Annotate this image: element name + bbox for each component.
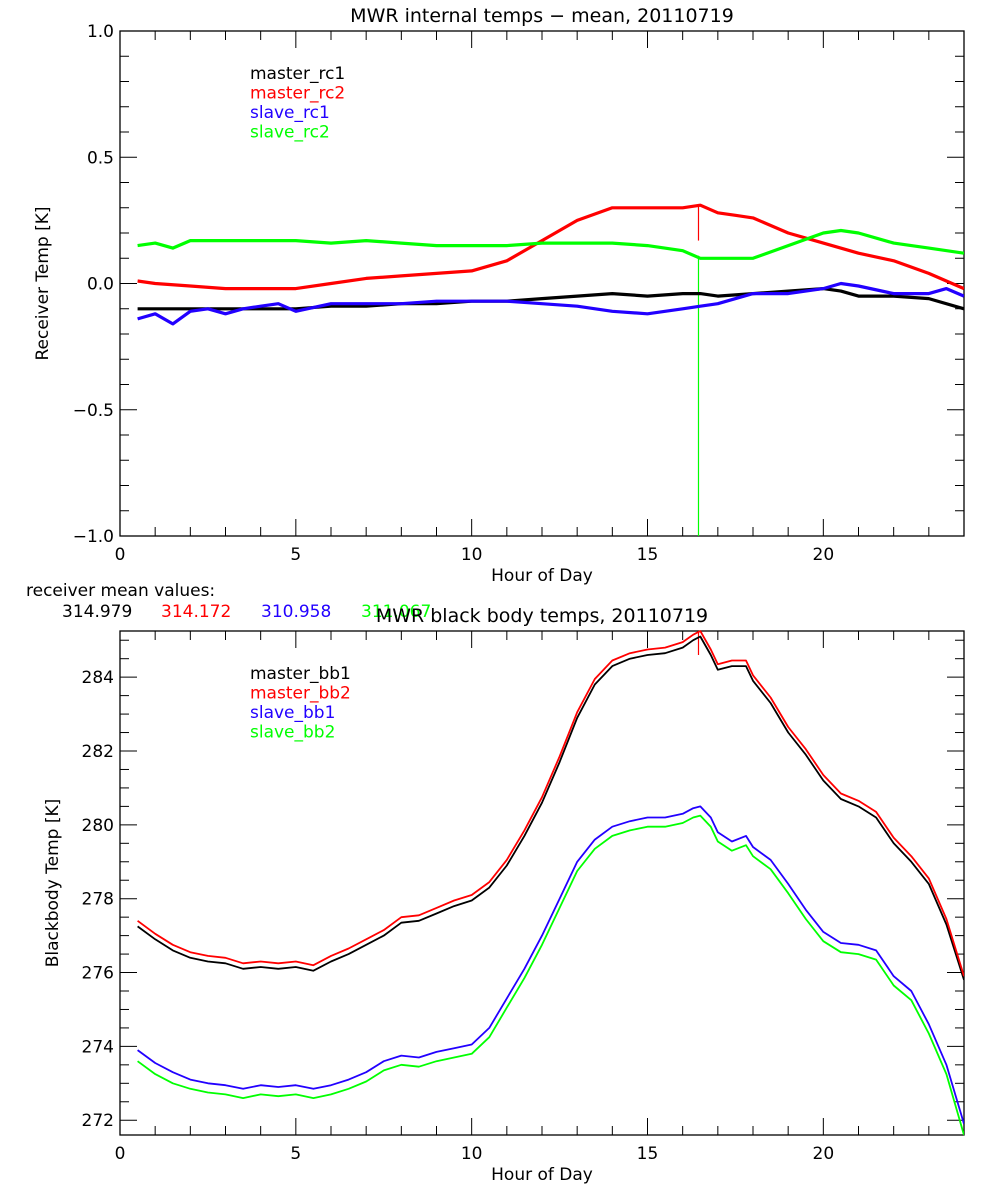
bottom-legend-slave_bb1: slave_bb1 [250, 703, 335, 723]
top-legend-slave_rc1: slave_rc1 [250, 103, 330, 123]
bottom-series-master_bb2 [137, 630, 964, 977]
bottom-y-tick-label: 272 [82, 1111, 114, 1131]
bottom-series-slave_bb2 [137, 814, 964, 1136]
bottom-y-axis-label: Blackbody Temp [K] [43, 799, 63, 968]
top-y-tick-label: 1.0 [87, 22, 114, 42]
bottom-x-tick-label: 20 [813, 1144, 835, 1164]
bottom-y-tick-label: 276 [82, 964, 114, 984]
mean-value: 310.958 [261, 602, 331, 622]
mean-value: 311.067 [361, 602, 431, 622]
bottom-x-axis-label: Hour of Day [491, 1165, 593, 1185]
bottom-series-slave_bb1 [137, 805, 964, 1125]
top-x-axis-label: Hour of Day [491, 566, 593, 586]
top-y-tick-label: 0.5 [87, 148, 114, 168]
top-x-tick-label: 0 [115, 545, 126, 565]
bottom-x-tick-label: 10 [461, 1144, 483, 1164]
top-chart-title: MWR internal temps − mean, 20110719 [350, 5, 734, 27]
mean-value: 314.172 [161, 602, 231, 622]
top-x-tick-label: 5 [290, 545, 301, 565]
top-legend-master_rc1: master_rc1 [250, 64, 345, 84]
top-series-master_rc2 [137, 203, 964, 291]
top-y-tick-label: −0.5 [73, 401, 114, 421]
top-y-tick-label: −1.0 [73, 527, 114, 547]
top-x-tick-label: 10 [461, 545, 483, 565]
bottom-series-master_bb1 [137, 635, 964, 981]
bottom-legend-master_bb2: master_bb2 [250, 684, 351, 704]
bottom-y-tick-label: 274 [82, 1037, 114, 1057]
bottom-y-tick-label: 284 [82, 668, 114, 688]
bottom-legend-slave_bb2: slave_bb2 [250, 723, 335, 743]
mean-values-label: receiver mean values: [26, 581, 215, 601]
bottom-legend-master_bb1: master_bb1 [250, 664, 351, 684]
bottom-y-tick-label: 282 [82, 742, 114, 762]
bottom-x-tick-label: 15 [637, 1144, 659, 1164]
top-x-tick-label: 20 [813, 545, 835, 565]
bottom-x-tick-label: 5 [290, 1144, 301, 1164]
bottom-chart-title: MWR black body temps, 20110719 [376, 605, 708, 627]
top-y-axis-label: Receiver Temp [K] [33, 206, 53, 360]
top-series-slave_rc2 [137, 228, 964, 260]
top-x-tick-label: 15 [637, 545, 659, 565]
top-series-slave_rc1 [137, 281, 964, 326]
bottom-plot-frame [119, 630, 965, 1136]
top-y-tick-label: 0.0 [87, 275, 114, 295]
top-legend-slave_rc2: slave_rc2 [250, 123, 330, 143]
bottom-y-tick-label: 278 [82, 890, 114, 910]
top-legend-master_rc2: master_rc2 [250, 84, 345, 104]
top-series-master_rc1 [137, 287, 964, 311]
bottom-y-tick-label: 280 [82, 816, 114, 836]
mean-value: 314.979 [62, 602, 132, 622]
bottom-x-tick-label: 0 [115, 1144, 126, 1164]
